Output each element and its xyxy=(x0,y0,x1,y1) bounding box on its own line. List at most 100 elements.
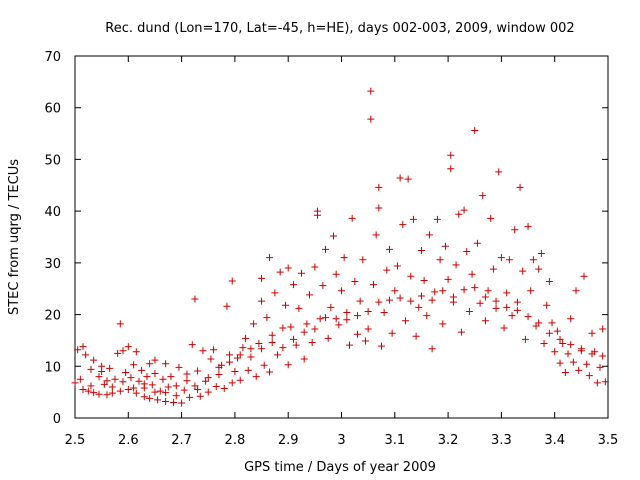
data-point xyxy=(567,341,575,349)
data-point xyxy=(567,315,575,323)
data-point xyxy=(215,371,223,379)
data-point xyxy=(545,277,553,285)
data-point xyxy=(548,319,556,327)
data-point xyxy=(516,183,524,191)
data-point xyxy=(226,351,234,359)
data-point xyxy=(345,341,353,349)
data-point xyxy=(98,367,106,375)
data-point xyxy=(258,297,266,305)
x-tick-label: 2.5 xyxy=(65,433,86,448)
data-point xyxy=(417,246,425,254)
data-point xyxy=(553,327,561,335)
data-point xyxy=(95,373,103,381)
data-point xyxy=(423,312,431,320)
data-point xyxy=(404,175,412,183)
data-point xyxy=(167,373,175,381)
data-point xyxy=(258,274,266,282)
data-point xyxy=(519,267,527,275)
data-point xyxy=(290,335,298,343)
data-point xyxy=(260,361,268,369)
data-point xyxy=(100,380,108,388)
data-point xyxy=(204,374,212,382)
data-point xyxy=(151,356,159,364)
data-point xyxy=(268,338,276,346)
data-point xyxy=(279,344,287,352)
data-point xyxy=(164,383,172,391)
data-point xyxy=(191,295,199,303)
data-point xyxy=(210,346,218,354)
y-tick-label: 70 xyxy=(44,50,61,65)
data-point xyxy=(407,272,415,280)
data-point xyxy=(492,304,500,312)
data-point xyxy=(348,214,356,222)
data-point xyxy=(556,359,564,367)
data-point xyxy=(156,387,164,395)
data-point xyxy=(385,296,393,304)
data-point xyxy=(561,368,569,376)
data-point xyxy=(527,287,535,295)
data-point xyxy=(535,265,543,273)
data-point xyxy=(460,286,468,294)
data-point xyxy=(524,313,532,321)
data-point xyxy=(503,303,511,311)
data-point xyxy=(239,344,247,352)
x-tick-label: 2.8 xyxy=(225,433,246,448)
data-point xyxy=(455,210,463,218)
x-axis-label: GPS time / Days of year 2009 xyxy=(244,460,436,475)
data-point xyxy=(353,312,361,320)
data-point xyxy=(300,328,308,336)
data-point xyxy=(287,323,295,331)
data-point xyxy=(138,366,146,374)
data-point xyxy=(556,335,564,343)
y-tick-label: 60 xyxy=(44,102,61,117)
data-point xyxy=(441,242,449,250)
x-tick-label: 2.6 xyxy=(118,433,139,448)
data-point xyxy=(425,231,433,239)
x-tick-label: 3 xyxy=(337,433,345,448)
data-point xyxy=(162,397,170,405)
data-point xyxy=(146,394,154,402)
data-point xyxy=(401,317,409,325)
data-point xyxy=(236,376,244,384)
data-point xyxy=(228,379,236,387)
data-point xyxy=(457,328,465,336)
y-axis-label: STEC from uqrg / TECUs xyxy=(7,159,22,315)
data-point xyxy=(322,314,330,322)
y-tick-label: 10 xyxy=(44,360,61,375)
data-point xyxy=(132,389,140,397)
data-point xyxy=(585,372,593,380)
data-point xyxy=(170,398,178,406)
data-point xyxy=(220,385,228,393)
data-points xyxy=(71,87,609,407)
data-point xyxy=(314,207,322,215)
data-point xyxy=(116,387,124,395)
data-point xyxy=(194,367,202,375)
data-point xyxy=(415,303,423,311)
data-point xyxy=(247,345,255,353)
data-point xyxy=(255,340,263,348)
data-point xyxy=(367,87,375,95)
data-point xyxy=(215,363,223,371)
data-point xyxy=(364,307,372,315)
data-point xyxy=(487,214,495,222)
data-point xyxy=(335,321,343,329)
data-point xyxy=(580,272,588,280)
data-point xyxy=(577,347,585,355)
data-point xyxy=(433,215,441,223)
data-point xyxy=(119,347,127,355)
data-point xyxy=(279,324,287,332)
data-point xyxy=(183,377,191,385)
data-point xyxy=(396,174,404,182)
data-point xyxy=(199,347,207,355)
data-point xyxy=(311,325,319,333)
data-point xyxy=(71,379,79,387)
data-point xyxy=(319,282,327,290)
x-tick-label: 3.5 xyxy=(598,433,619,448)
data-point xyxy=(452,261,460,269)
data-point xyxy=(377,342,385,350)
data-point xyxy=(266,368,274,376)
data-point xyxy=(130,361,138,369)
data-point xyxy=(135,377,143,385)
data-point xyxy=(388,329,396,337)
